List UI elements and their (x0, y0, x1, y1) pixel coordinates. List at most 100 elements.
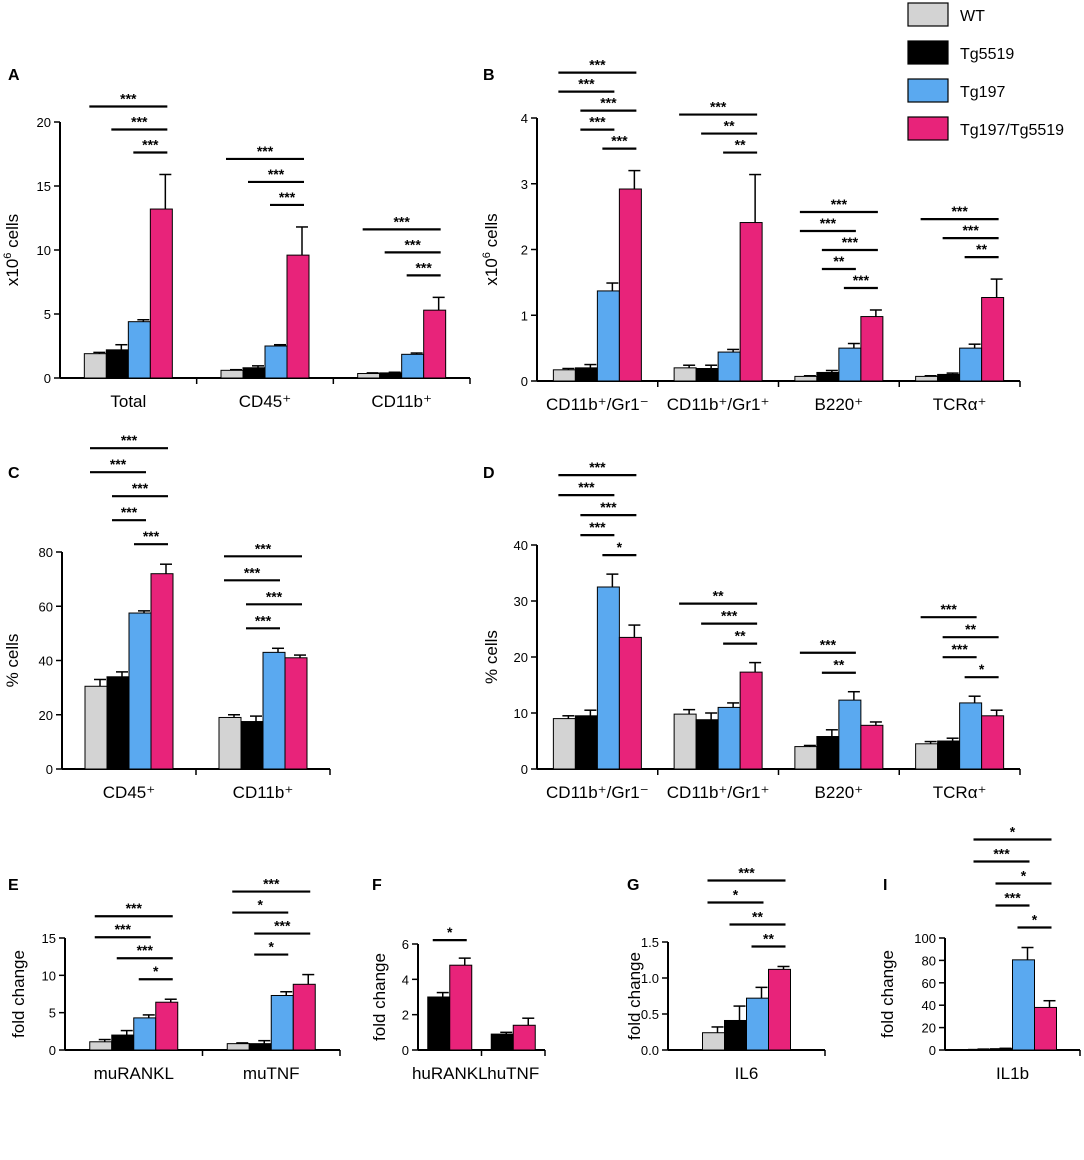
bar-cd11b-gr1-wt (673, 367, 697, 382)
category-label: muRANKL (94, 1064, 174, 1083)
bar-cd11b-tg197 (401, 353, 425, 379)
significance-label: ** (724, 118, 735, 134)
bar-b220-tg197 (838, 699, 862, 770)
bar-hurankl-tg197-tg5519 (449, 964, 473, 1051)
significance-label: ** (965, 621, 976, 637)
significance-label: *** (600, 499, 617, 515)
legend-label-tg197: Tg197 (960, 84, 1005, 101)
bar-hutnf-tg197-tg5519 (512, 1024, 536, 1051)
bar-b220-tg197-tg5519 (860, 724, 884, 770)
significance-label: *** (244, 564, 261, 580)
significance-label: ** (763, 930, 774, 946)
y-tick-label: 40 (514, 538, 528, 553)
bar-mutnf-tg197-tg5519 (292, 983, 316, 1051)
bar-tcr-wt (915, 743, 939, 770)
significance-label: *** (255, 612, 272, 628)
bar-cd11b-tg5519 (379, 372, 403, 379)
legend-swatch-wt (907, 2, 949, 27)
y-tick-label: 1 (521, 308, 528, 323)
significance-label: ** (833, 657, 844, 673)
bar-tcr-tg5519 (937, 740, 961, 770)
bar-cd11b-gr1-tg5519 (574, 715, 598, 770)
bar-murankl-tg197-tg5519 (155, 1001, 179, 1051)
significance-label: *** (121, 504, 138, 520)
significance-label: ** (752, 908, 763, 924)
panel-label-e: E (8, 877, 19, 894)
y-tick-label: 80 (39, 545, 53, 560)
significance-label: * (269, 939, 275, 955)
significance-label: *** (143, 528, 160, 544)
significance-label: *** (393, 213, 410, 229)
bar-b220-tg197 (838, 347, 862, 382)
y-axis-label: fold change (9, 950, 28, 1038)
panel-f: F 0 2 4 6 fold change huRANKL * huTNF (370, 877, 546, 1083)
y-tick-label: 20 (37, 115, 51, 130)
y-tick-label: 0 (521, 762, 528, 777)
bar-il1b-tg197-tg5519 (1034, 1006, 1057, 1051)
significance-label: *** (820, 215, 837, 231)
significance-label: *** (131, 113, 148, 129)
panel-label-g: G (627, 877, 639, 894)
y-axis-label: x106 cells (2, 214, 22, 286)
category-label: IL1b (996, 1064, 1029, 1083)
y-tick-label: 0.5 (641, 1007, 659, 1022)
significance-label: *** (589, 57, 606, 73)
significance-label: *** (940, 601, 957, 617)
significance-label: *** (266, 588, 283, 604)
y-axis-label: x106 cells (481, 213, 501, 285)
y-tick-label: 10 (42, 968, 56, 983)
significance-label: *** (257, 143, 274, 159)
significance-label: *** (126, 900, 143, 916)
category-label: B220⁺ (815, 783, 864, 802)
bar-il6-tg5519 (724, 1019, 747, 1051)
y-tick-label: 60 (922, 976, 936, 991)
panel-label-i: I (883, 877, 887, 894)
y-axis-label: fold change (370, 953, 389, 1041)
category-label: CD45⁺ (103, 783, 155, 802)
significance-label: *** (611, 133, 628, 149)
significance-label: * (258, 897, 264, 913)
y-tick-label: 20 (922, 1021, 936, 1036)
bar-murankl-tg197 (133, 1017, 157, 1051)
significance-label: ** (976, 241, 987, 257)
y-tick-label: 2 (402, 1008, 409, 1023)
significance-label: *** (842, 234, 859, 250)
y-tick-label: 80 (922, 953, 936, 968)
significance-label: *** (132, 480, 149, 496)
bar-cd11b-gr1-tg197-tg5519 (739, 222, 763, 382)
significance-label: *** (831, 196, 848, 212)
bar-tcr-tg5519 (937, 373, 961, 382)
bar-cd11b-gr1-tg197-tg5519 (739, 671, 763, 770)
y-tick-label: 10 (514, 706, 528, 721)
category-label: huTNF (487, 1064, 539, 1083)
category-label: CD11b⁺ (233, 783, 294, 802)
bar-cd11b-gr1-tg5519 (695, 719, 719, 770)
bar-tcr-tg197-tg5519 (981, 296, 1005, 382)
bar-b220-tg5519 (816, 736, 840, 770)
significance-label: *** (120, 90, 137, 106)
bar-cd11b-tg5519 (240, 721, 264, 770)
bar-cd11b-gr1-tg5519 (695, 368, 719, 382)
bar-cd11b-gr1-tg197-tg5519 (618, 636, 642, 770)
y-tick-label: 20 (514, 650, 528, 665)
y-tick-label: 1.0 (641, 971, 659, 986)
y-tick-label: 0 (402, 1043, 409, 1058)
significance-label: *** (951, 641, 968, 657)
significance-label: *** (404, 236, 421, 252)
bar-mutnf-tg197 (270, 994, 294, 1051)
y-tick-label: 4 (402, 972, 409, 987)
y-tick-label: 2 (521, 243, 528, 258)
panel-label-f: F (372, 877, 382, 894)
y-tick-label: 15 (42, 931, 56, 946)
y-tick-label: 0 (44, 371, 51, 386)
bar-b220-wt (794, 746, 818, 770)
category-label: huRANKL (412, 1064, 488, 1083)
significance-label: *** (721, 608, 738, 624)
significance-label: *** (263, 876, 280, 892)
legend-label-tg5519: Tg5519 (960, 46, 1014, 63)
significance-label: *** (121, 432, 138, 448)
significance-label: ** (833, 253, 844, 269)
